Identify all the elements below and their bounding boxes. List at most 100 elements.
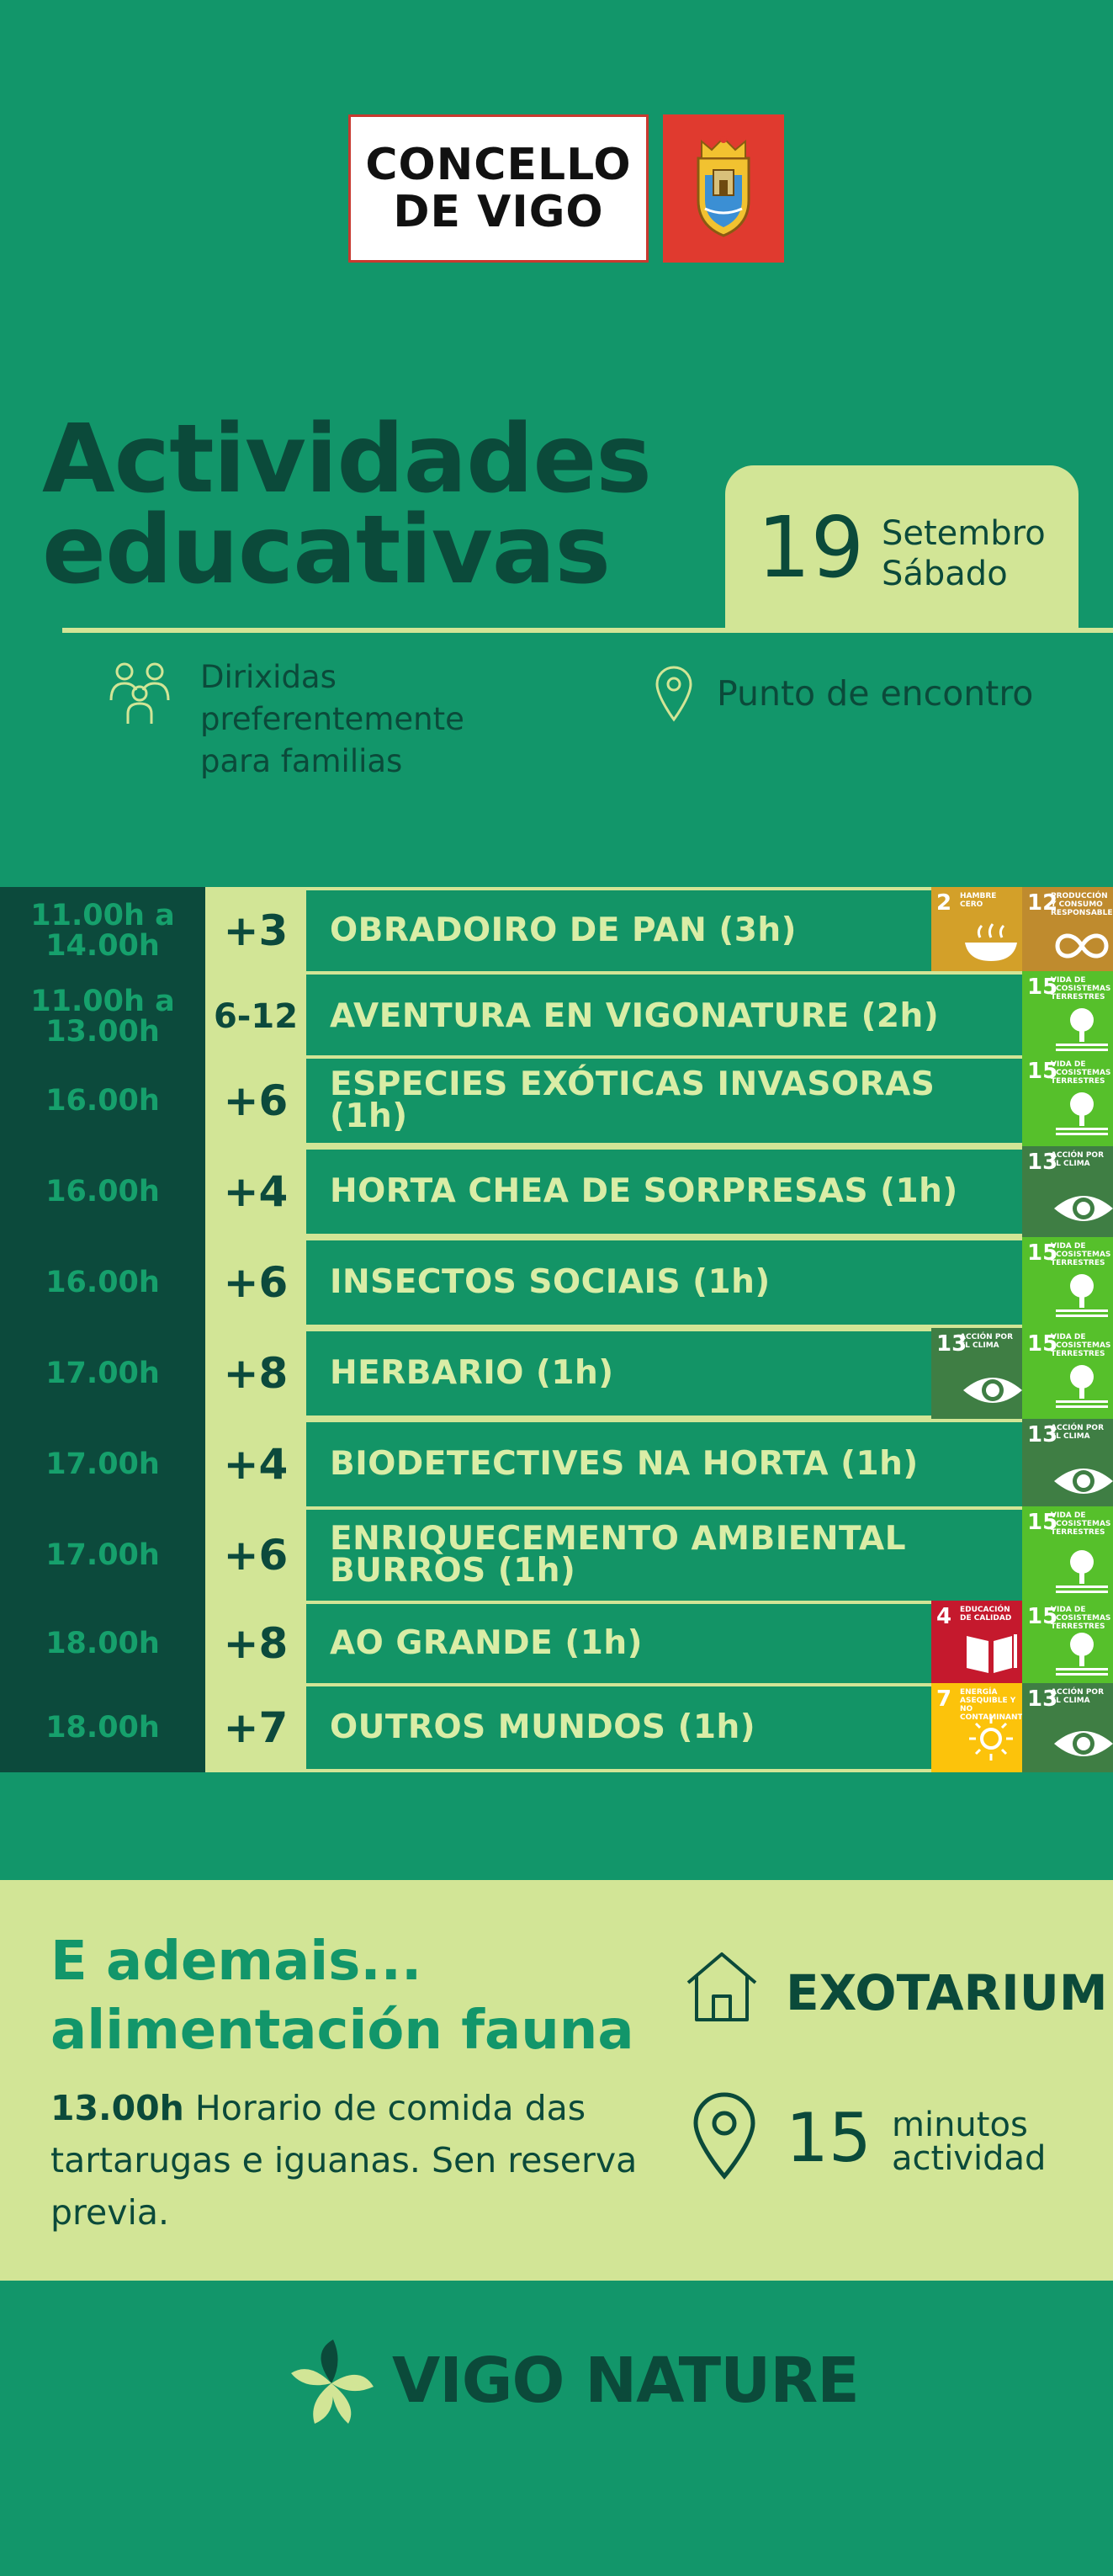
activity-time: 16.00h <box>45 1084 160 1118</box>
sdg-badge-13: 13 ACCIÓN POR EL CLIMA <box>1022 1146 1113 1237</box>
age-range: +6 <box>223 1076 289 1125</box>
schedule-row: 11.00h a 14.00h +3 OBRADOIRO DE PAN (3h) 2 HA… <box>0 887 1113 975</box>
title-line-2: educativas <box>42 496 611 605</box>
schedule-row: 17.00h +8 HERBARIO (1h) 13 ACCIÓN POR EL CLI… <box>0 1328 1113 1419</box>
activity-bar: ESPECIES EXÓTICAS INVASORAS (1h) <box>306 1055 1022 1146</box>
activity-name: AO GRANDE (1h) <box>330 1624 643 1662</box>
extra-time: 13.00h <box>50 2088 184 2128</box>
sdg-label: VIDA DE ECOSISTEMAS TERRESTRES <box>1051 1242 1111 1267</box>
sdg-label: ACCIÓN POR EL CLIMA <box>1051 1424 1105 1441</box>
sdg-number: 13 <box>1027 1422 1058 1447</box>
schedule-table: 11.00h a 14.00h +3 OBRADOIRO DE PAN (3h) 2 HA… <box>0 887 1113 1772</box>
sdg-number: 15 <box>1027 1240 1058 1266</box>
sdg-badge-12: 12 PRODUCCIÓN Y CONSUMO RESPONSABLES <box>1022 887 1113 975</box>
sdg-number: 15 <box>1027 1510 1058 1535</box>
sdg-badge-15: 15 VIDA DE ECOSISTEMAS TERRESTRES <box>1022 1055 1113 1146</box>
activity-time: 18.00h <box>45 1627 160 1660</box>
sdg-number: 15 <box>1027 1604 1058 1629</box>
sdg-label: ACCIÓN POR EL CLIMA <box>1051 1151 1105 1168</box>
sdg-label: VIDA DE ECOSISTEMAS TERRESTRES <box>1051 1511 1111 1537</box>
family-icon <box>108 660 175 730</box>
age-range: +4 <box>223 1167 289 1216</box>
activity-bar: AO GRANDE (1h) <box>306 1601 931 1686</box>
activity-name: HORTA CHEA DE SORPRESAS (1h) <box>330 1172 958 1210</box>
sdg-badge-15: 15 VIDA DE ECOSISTEMAS TERRESTRES <box>1022 1237 1113 1328</box>
vigo-crest-icon <box>663 114 784 263</box>
sdg-label: ACCIÓN POR EL CLIMA <box>1051 1688 1105 1705</box>
extra-section: E ademais... alimentación fauna 13.00h H… <box>0 1880 1113 2281</box>
activity-bar: HERBARIO (1h) <box>306 1328 931 1419</box>
age-range: +8 <box>223 1619 289 1668</box>
sdg-badge-15: 15 VIDA DE ECOSISTEMAS TERRESTRES <box>1022 1506 1113 1604</box>
sdg-number: 7 <box>936 1686 952 1712</box>
sdg-number: 12 <box>1027 890 1058 916</box>
sdg-label: PRODUCCIÓN Y CONSUMO RESPONSABLES <box>1051 892 1113 917</box>
sdg-label: HAMBRE CERO <box>960 892 997 909</box>
sdg-label: VIDA DE ECOSISTEMAS TERRESTRES <box>1051 1333 1111 1358</box>
activity-time: 18.00h <box>45 1711 160 1745</box>
schedule-row: 16.00h +4 HORTA CHEA DE SORPRESAS (1h) 13 AC… <box>0 1146 1113 1237</box>
date-weekday: Sábado <box>882 555 1008 593</box>
age-range: +7 <box>223 1703 289 1752</box>
sdg-badge-15: 15 VIDA DE ECOSISTEMAS TERRESTRES <box>1022 971 1113 1062</box>
sdg-badge-13: 13 ACCIÓN POR EL CLIMA <box>931 1328 1022 1419</box>
schedule-row: 11.00h a 13.00h 6-12 AVENTURA EN VIGONATURE… <box>0 971 1113 1062</box>
activity-time: 11.00h a 14.00h <box>30 899 175 963</box>
sdg-badge-13: 13 ACCIÓN POR EL CLIMA <box>1022 1683 1113 1772</box>
vigo-nature-logo-icon <box>284 2336 379 2434</box>
sdg-badge-13: 13 ACCIÓN POR EL CLIMA <box>1022 1419 1113 1510</box>
audience-line-2: preferentemente <box>200 701 464 737</box>
activity-name: OUTROS MUNDOS (1h) <box>330 1708 756 1746</box>
brand-name: VIGO NATURE <box>392 2345 860 2417</box>
sdg-number: 15 <box>1027 975 1058 1000</box>
duration-label: actividad <box>892 2139 1047 2178</box>
date-month: Setembro <box>882 514 1046 553</box>
extra-title: E ademais... alimentación fauna <box>50 1927 634 2065</box>
age-range: +6 <box>223 1531 289 1580</box>
sdg-number: 13 <box>1027 1150 1058 1175</box>
sdg-number: 2 <box>936 890 952 916</box>
schedule-row: 17.00h +4 BIODETECTIVES NA HORTA (1h) 13 ACC… <box>0 1419 1113 1510</box>
sdg-label: ACCIÓN POR EL CLIMA <box>960 1333 1014 1350</box>
activity-bar: OUTROS MUNDOS (1h) <box>306 1683 931 1772</box>
activity-name: BIODETECTIVES NA HORTA (1h) <box>330 1445 919 1483</box>
activity-bar: ENRIQUECEMENTO AMBIENTAL BURROS (1h) <box>306 1506 1022 1604</box>
extra-text: Horario de comida das tartarugas e iguan… <box>50 2088 638 2233</box>
age-range: 6-12 <box>213 997 299 1036</box>
date-tab <box>725 465 1079 631</box>
activity-time: 17.00h <box>45 1447 160 1481</box>
sdg-number: 4 <box>936 1604 952 1629</box>
audience-line-3: para familias <box>200 743 403 779</box>
date-day-number: 19 <box>757 498 865 597</box>
sdg-number: 15 <box>1027 1059 1058 1084</box>
age-column <box>205 887 306 1772</box>
sdg-number: 15 <box>1027 1331 1058 1357</box>
activity-name: OBRADOIRO DE PAN (3h) <box>330 911 797 949</box>
sdg-badge-15: 15 VIDA DE ECOSISTEMAS TERRESTRES <box>1022 1601 1113 1686</box>
extra-title-line-2: alimentación fauna <box>50 2000 634 2062</box>
duration-unit: minutos <box>892 2106 1028 2144</box>
activity-bar: AVENTURA EN VIGONATURE (2h) <box>306 971 1022 1062</box>
age-range: +4 <box>223 1440 289 1489</box>
house-icon <box>683 1949 761 2028</box>
sdg-number: 13 <box>1027 1686 1058 1712</box>
activity-time: 17.00h <box>45 1357 160 1390</box>
age-range: +8 <box>223 1349 289 1398</box>
page-title: Actividades educativas <box>42 412 652 605</box>
activity-time: 16.00h <box>45 1266 160 1299</box>
sdg-badge-2: 2 HAMBRE CERO <box>931 887 1022 975</box>
location-pin-icon <box>692 2092 757 2183</box>
schedule-row: 18.00h +7 OUTROS MUNDOS (1h) 7 ENERGÍA ASEQU… <box>0 1683 1113 1772</box>
schedule-row: 17.00h +6 ENRIQUECEMENTO AMBIENTAL BURROS (… <box>0 1506 1113 1604</box>
activity-name: AVENTURA EN VIGONATURE (2h) <box>330 997 940 1035</box>
extra-title-line-1: E ademais... <box>50 1931 422 1993</box>
activity-bar: INSECTOS SOCIAIS (1h) <box>306 1237 1022 1328</box>
activity-bar: BIODETECTIVES NA HORTA (1h) <box>306 1419 1022 1510</box>
activity-bar: OBRADOIRO DE PAN (3h) <box>306 887 931 975</box>
extra-description: 13.00h Horario de comida das tartarugas … <box>50 2082 639 2239</box>
sdg-label: VIDA DE ECOSISTEMAS TERRESTRES <box>1051 1606 1111 1631</box>
logo-line-1: CONCELLO <box>365 140 632 190</box>
audience-text: Dirixidas preferentemente para familias <box>200 656 464 783</box>
meeting-point-text: Punto de encontro <box>717 673 1034 714</box>
